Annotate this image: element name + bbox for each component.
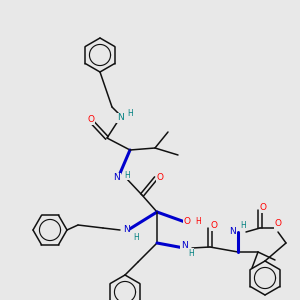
Text: H: H — [240, 221, 246, 230]
Text: H: H — [124, 170, 130, 179]
Text: O: O — [184, 218, 190, 226]
Text: N: N — [117, 113, 123, 122]
Text: O: O — [274, 220, 281, 229]
Text: O: O — [157, 173, 164, 182]
Text: H: H — [133, 232, 139, 242]
Text: N: N — [181, 241, 188, 250]
Text: N: N — [123, 226, 129, 235]
Text: O: O — [88, 116, 94, 124]
Text: H: H — [127, 110, 133, 118]
Text: H: H — [195, 218, 201, 226]
Text: N: N — [230, 227, 236, 236]
Text: N: N — [114, 173, 120, 182]
Text: O: O — [211, 221, 218, 230]
Text: H: H — [188, 248, 194, 257]
Text: O: O — [260, 203, 266, 212]
